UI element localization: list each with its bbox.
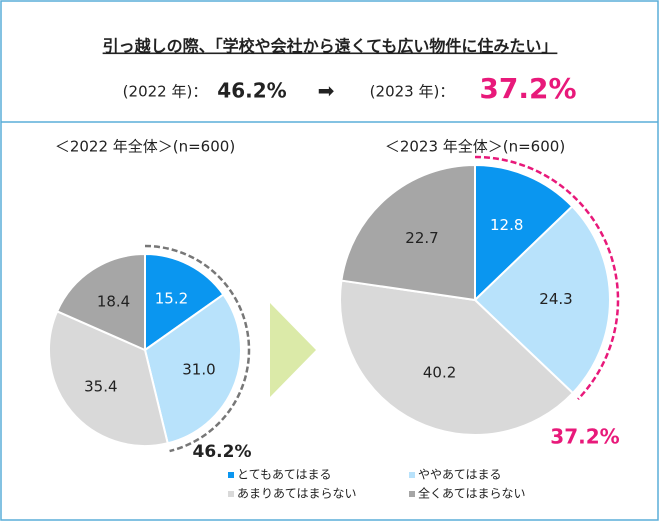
highlight-label: 46.2% <box>193 442 252 462</box>
slice-label: 40.2 <box>423 363 456 381</box>
title: 引っ越しの際、「学校や会社から遠くても広い物件に住みたい」 <box>103 37 558 56</box>
slice-label: 24.3 <box>539 290 572 308</box>
rate: 46.2% <box>217 79 286 103</box>
legend-label: あまりあてはまらない <box>237 487 357 501</box>
slice-label: 15.2 <box>155 289 188 307</box>
pie-slice <box>473 204 611 395</box>
legend-label: とてもあてはまる <box>237 468 332 482</box>
legend-swatch <box>228 491 234 497</box>
slice-label: 31.0 <box>182 361 215 379</box>
slice-label: 12.8 <box>490 216 523 234</box>
pie-slice <box>144 252 225 352</box>
slice-label: 35.4 <box>84 377 117 395</box>
year-label: (2023 年)： <box>370 83 455 101</box>
transition-arrow <box>270 303 316 397</box>
pie-slice <box>340 163 476 302</box>
slice-label: 22.7 <box>405 229 438 247</box>
legend-swatch <box>409 472 415 478</box>
year-label: (2022 年)： <box>123 83 208 101</box>
slice-label: 18.4 <box>97 292 130 310</box>
pie-slice <box>339 279 575 436</box>
highlight-arc <box>144 244 251 453</box>
legend-swatch <box>228 472 234 478</box>
pie-slice <box>143 293 242 445</box>
pie-slice <box>55 252 146 352</box>
chart-title: ＜2023 年全体＞(n=600) <box>385 138 565 156</box>
rate: 37.2% <box>479 72 576 105</box>
highlight-arc <box>474 155 620 401</box>
legend-swatch <box>409 491 415 497</box>
arrow: ➡ <box>318 79 335 103</box>
pie-slice <box>48 310 169 447</box>
pie-slice <box>474 163 574 303</box>
highlight-label: 37.2% <box>550 425 619 449</box>
chart-title: ＜2022 年全体＞(n=600) <box>55 138 235 156</box>
legend-label: ややあてはまる <box>418 468 502 482</box>
legend-label: 全くあてはまらない <box>418 486 526 501</box>
